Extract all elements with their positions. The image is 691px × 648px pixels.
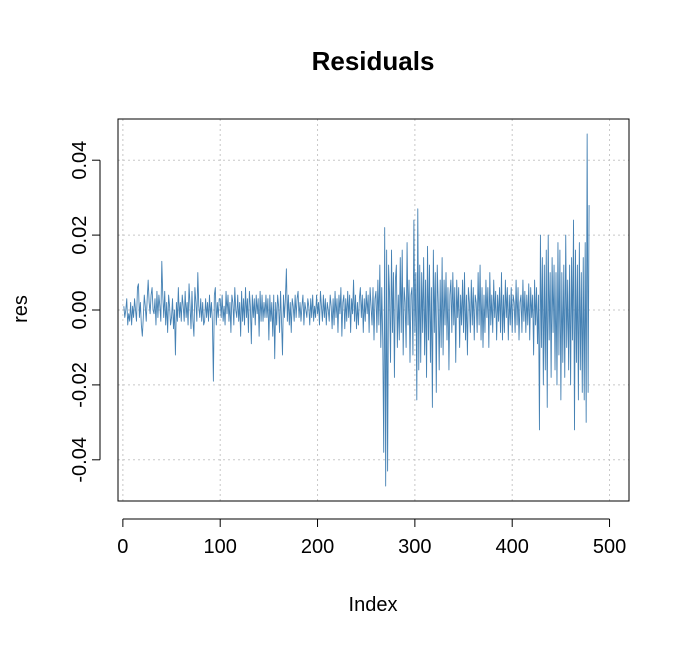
residual-line xyxy=(123,133,590,487)
x-tick-label: 300 xyxy=(398,536,431,558)
y-tick-label: 0.02 xyxy=(69,216,91,255)
plot-frame xyxy=(117,118,630,502)
x-tick-label: 500 xyxy=(593,536,626,558)
y-tick-label: 0.04 xyxy=(69,141,91,180)
x-axis-label: Index xyxy=(349,594,398,616)
chart-title: Residuals xyxy=(312,46,435,76)
x-tick-label: 0 xyxy=(117,536,128,558)
y-tick-label: -0.02 xyxy=(69,362,91,408)
x-tick-label: 200 xyxy=(301,536,334,558)
axis-ticks: 0 100 200 300 400 500 -0.04 -0.02 0.00 0.02 0.04 xyxy=(69,141,626,558)
y-axis-label: res xyxy=(10,295,32,323)
y-tick-label: -0.04 xyxy=(69,437,91,483)
x-tick-label: 100 xyxy=(204,536,237,558)
y-tick-label: 0.00 xyxy=(69,291,91,330)
x-tick-label: 400 xyxy=(496,536,529,558)
series-residuals xyxy=(123,133,590,487)
